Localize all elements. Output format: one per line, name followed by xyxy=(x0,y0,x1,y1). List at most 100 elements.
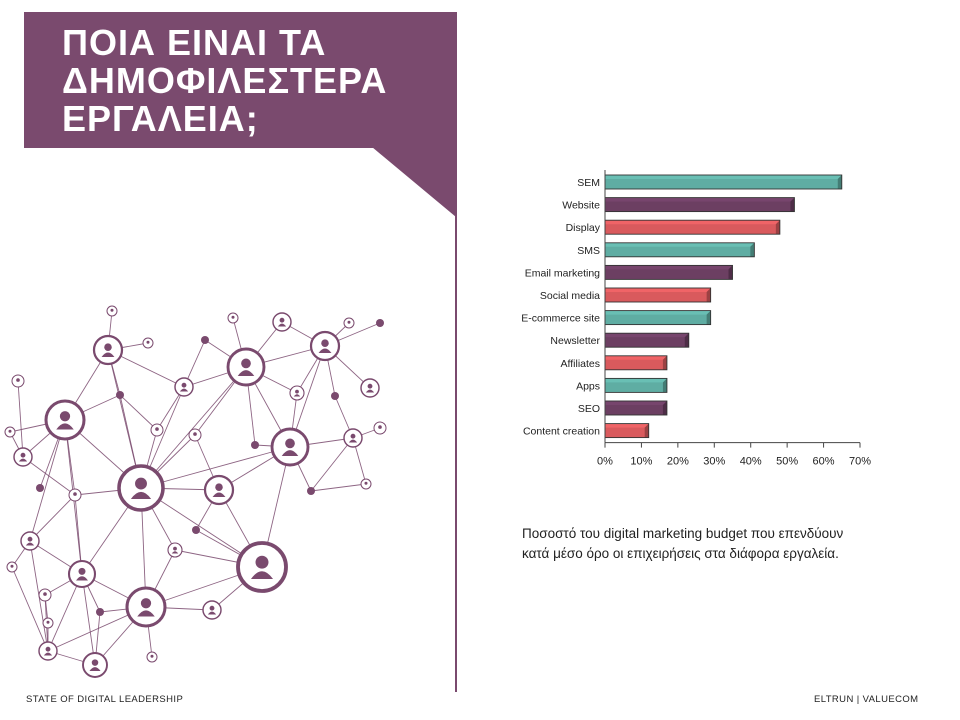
person-icon xyxy=(38,588,52,602)
network-dot xyxy=(331,392,339,400)
category-label: E-commerce site xyxy=(521,313,600,325)
person-icon xyxy=(6,561,18,573)
bar-chart: SEM Website Display SMS Email marketing Socia… xyxy=(521,170,871,468)
person-icon xyxy=(92,334,124,366)
person-icon xyxy=(44,399,86,441)
bar xyxy=(604,287,712,303)
person-icon xyxy=(150,423,164,437)
bar xyxy=(604,242,755,258)
bar xyxy=(604,197,795,213)
title-banner xyxy=(24,12,456,148)
person-icon xyxy=(174,377,194,397)
network-nodes xyxy=(4,305,387,678)
vertical-divider xyxy=(455,12,457,692)
category-label: Content creation xyxy=(523,426,600,438)
person-icon xyxy=(188,428,202,442)
person-icon xyxy=(146,651,158,663)
person-icon xyxy=(360,378,380,398)
bar xyxy=(604,174,843,190)
network-edge xyxy=(11,566,49,652)
network-edge xyxy=(81,573,96,666)
person-icon xyxy=(167,542,183,558)
person-icon xyxy=(373,421,387,435)
category-label: SMS xyxy=(577,245,600,257)
category-label: Display xyxy=(566,222,601,234)
person-icon xyxy=(202,600,222,620)
title-banner-corner xyxy=(372,147,456,217)
bar xyxy=(604,332,690,348)
bar xyxy=(604,423,650,439)
category-label: Apps xyxy=(576,380,600,392)
person-icon xyxy=(226,347,266,387)
person-icon xyxy=(142,337,154,349)
person-icon xyxy=(11,374,25,388)
person-icon xyxy=(203,474,235,506)
x-tick-label: 60% xyxy=(813,456,835,468)
network-edge xyxy=(119,394,158,431)
chart-caption-line: Ποσοστό του digital marketing budget που… xyxy=(522,526,844,541)
category-label: Website xyxy=(562,200,600,212)
network-edge xyxy=(310,483,367,492)
category-label: SEM xyxy=(577,177,600,189)
x-tick-label: 70% xyxy=(849,456,871,468)
network-edge xyxy=(140,366,247,489)
bar xyxy=(604,310,712,326)
person-icon xyxy=(125,586,167,628)
person-icon xyxy=(289,385,305,401)
person-icon xyxy=(38,641,58,661)
category-label: SEO xyxy=(578,403,600,415)
network-edges xyxy=(9,310,381,666)
x-tick-label: 0% xyxy=(597,456,613,468)
page-title-line: ΕΡΓΑΛΕΙΑ; xyxy=(62,98,259,139)
person-icon xyxy=(67,559,97,589)
x-tick-label: 10% xyxy=(630,456,652,468)
x-tick-label: 40% xyxy=(740,456,762,468)
person-icon xyxy=(227,312,239,324)
person-icon xyxy=(360,478,372,490)
x-tick-label: 20% xyxy=(667,456,689,468)
x-tick-label: 50% xyxy=(776,456,798,468)
footer-right-text: ELTRUN | VALUECOM xyxy=(814,694,919,705)
person-icon xyxy=(117,464,165,512)
category-label: Newsletter xyxy=(550,335,600,347)
category-label: Email marketing xyxy=(525,267,600,279)
person-icon xyxy=(309,330,341,362)
person-icon xyxy=(272,312,292,332)
person-icon xyxy=(106,305,118,317)
bar xyxy=(604,219,781,235)
bar xyxy=(604,264,733,280)
network-edge xyxy=(17,380,24,458)
network-dot xyxy=(307,487,315,495)
network-dot xyxy=(116,391,124,399)
network-edge xyxy=(29,494,76,542)
category-label: Social media xyxy=(540,290,600,302)
network-edge xyxy=(310,437,354,492)
bar xyxy=(604,355,668,371)
person-icon xyxy=(343,317,355,329)
network-illustration xyxy=(4,305,387,678)
footer-left-text: STATE OF DIGITAL LEADERSHIP xyxy=(26,694,184,705)
network-dot xyxy=(96,608,104,616)
person-icon xyxy=(270,427,310,467)
network-edge xyxy=(140,446,291,489)
network-edge xyxy=(29,419,66,542)
chart-caption: Ποσοστό του digital marketing budget που… xyxy=(522,524,902,564)
network-dot xyxy=(192,526,200,534)
person-icon xyxy=(343,428,363,448)
network-dot xyxy=(376,319,384,327)
person-icon xyxy=(82,652,108,678)
person-icon xyxy=(236,541,288,593)
bar xyxy=(604,400,668,416)
category-label: Affiliates xyxy=(561,358,601,370)
network-dot xyxy=(251,441,259,449)
bar xyxy=(604,377,668,393)
chart-caption-line: κατά μέσο όρο οι επιχειρήσεις στα διάφορ… xyxy=(522,546,839,561)
page-title-line: ΠΟΙΑ ΕΙΝΑΙ ΤΑ xyxy=(62,22,327,63)
page-title-line: ΔΗΜΟΦΙΛΕΣΤΕΡΑ xyxy=(62,60,388,101)
person-icon xyxy=(13,447,33,467)
person-icon xyxy=(68,488,82,502)
person-icon xyxy=(20,531,40,551)
network-dot xyxy=(36,484,44,492)
x-tick-label: 30% xyxy=(703,456,725,468)
network-edge xyxy=(22,456,76,496)
